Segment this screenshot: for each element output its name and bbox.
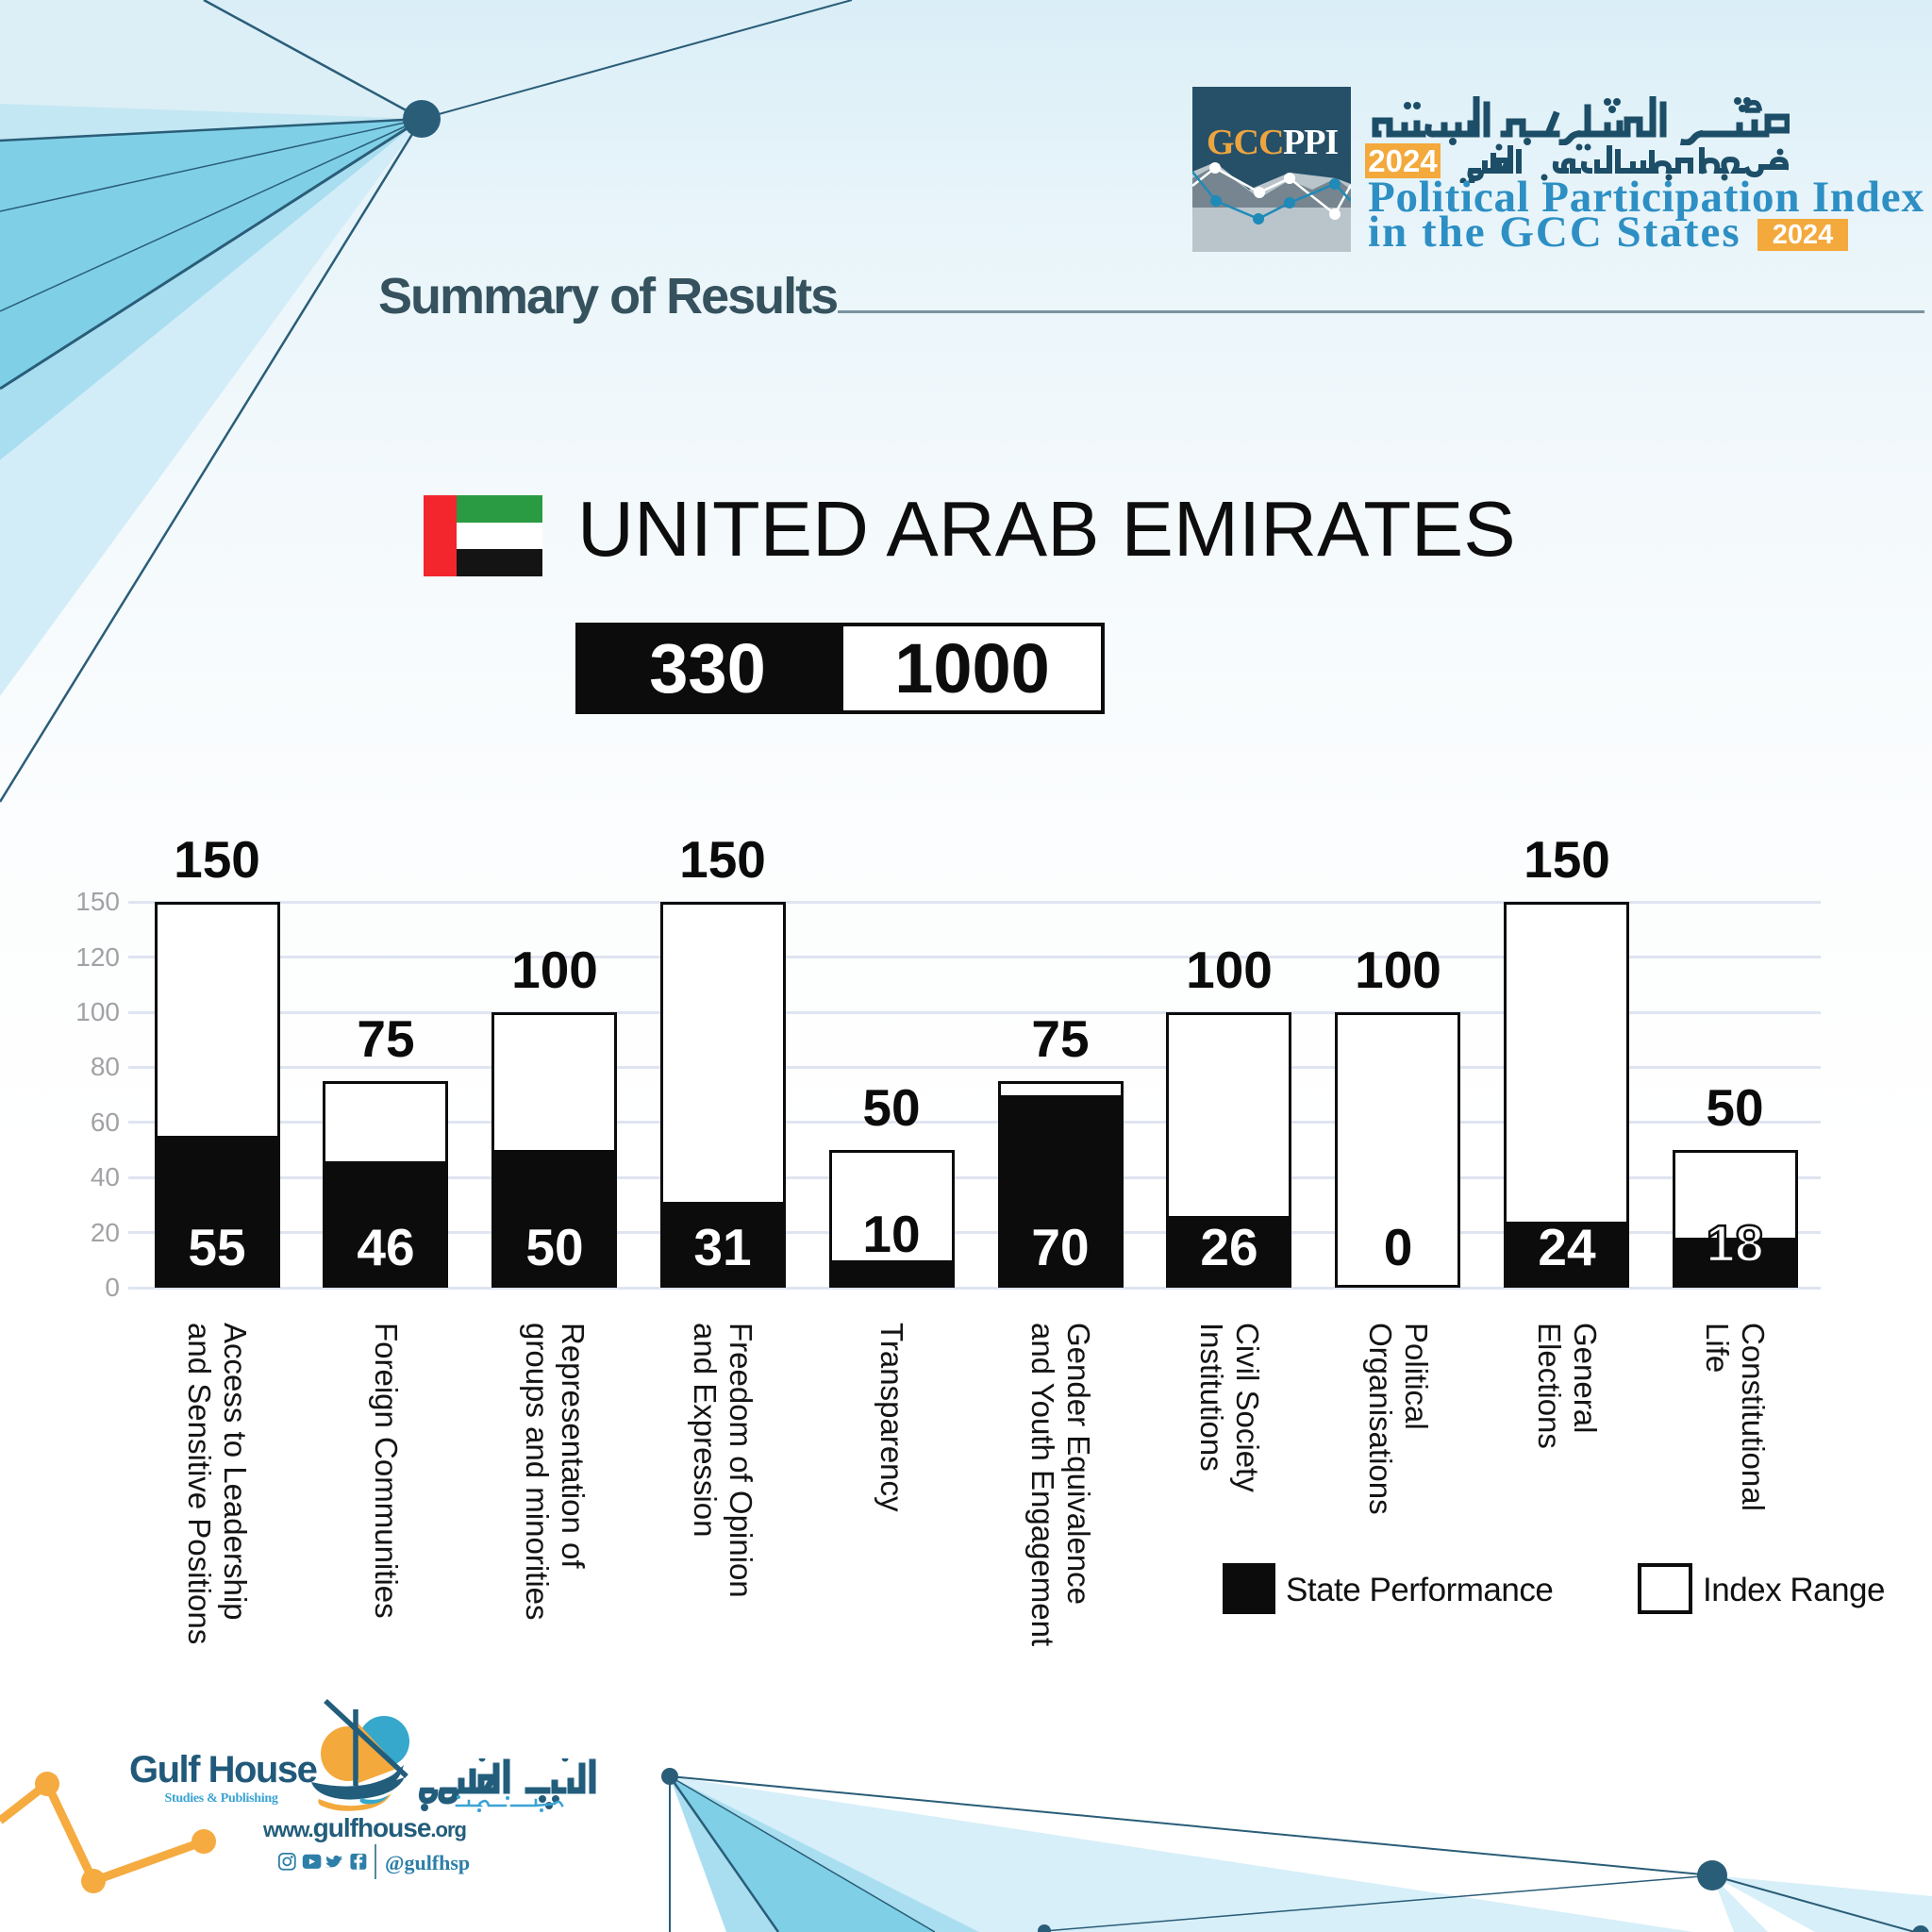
svg-text:GCC: GCC: [1207, 123, 1283, 162]
svg-text:PPI: PPI: [1283, 123, 1338, 162]
